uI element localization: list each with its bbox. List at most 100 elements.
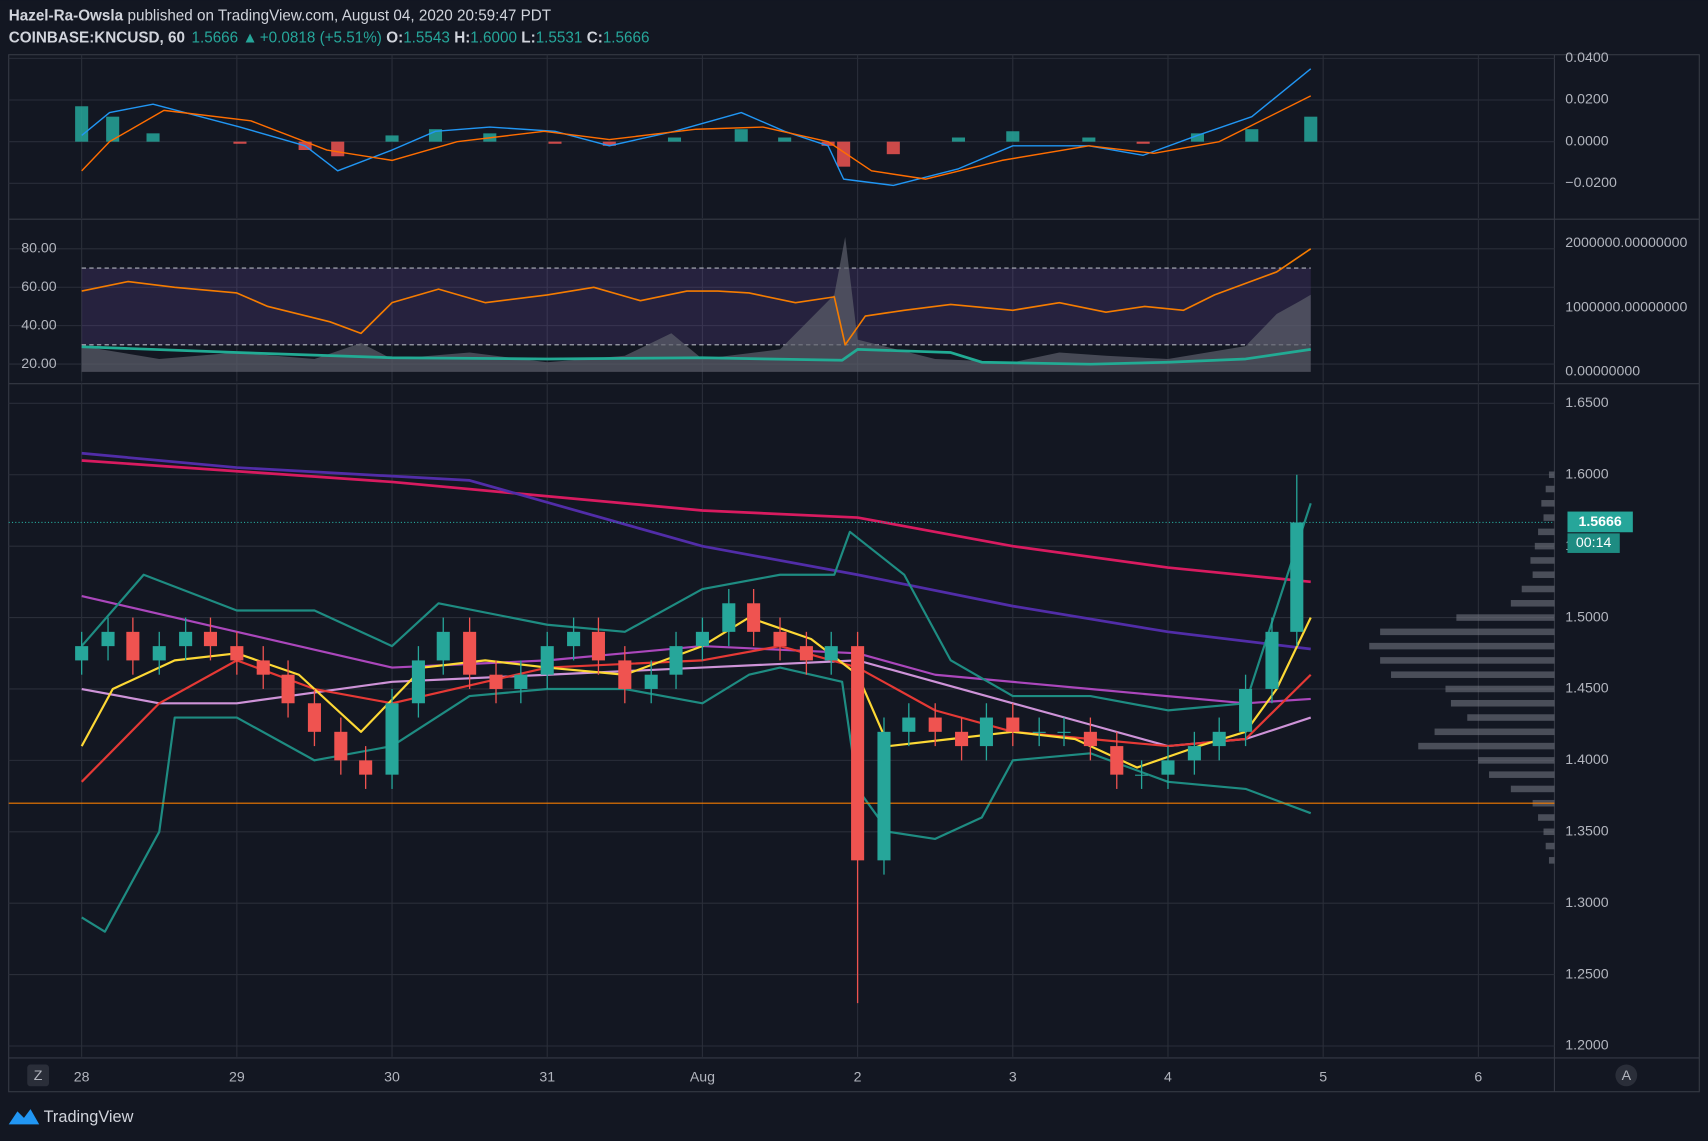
volume-profile-bar [1450,699,1555,707]
volume-profile-bar [1521,585,1555,593]
volume-profile-bar [1510,600,1555,607]
candle-body [824,646,838,661]
volume-profile-bar [1478,757,1555,764]
candle-body [799,646,813,661]
candle-body [385,703,399,775]
volume-profile-bar [1510,785,1555,793]
candle-body [1161,760,1175,775]
macd-line [81,95,1312,180]
volume-profile-bar [1548,471,1555,479]
overlay-line [81,666,1312,933]
h-label: H: [454,29,470,46]
y-tick-label: −0.0200 [1565,175,1617,191]
candle-body [669,646,683,675]
volume-profile-bar [1418,742,1555,750]
candle-body [256,660,270,675]
histogram-bar [1006,131,1020,142]
candle-body [1083,731,1097,747]
candle-body [281,674,295,704]
candle-body [618,660,632,689]
y-tick-label: 1000000.00000000 [1565,299,1687,315]
volume-profile-bar [1545,842,1555,850]
y-tick-label: 40.00 [21,317,57,333]
candle-body [152,646,166,661]
candle-body [722,603,736,632]
volume-profile-bar [1467,714,1555,721]
rsi-band [81,268,1311,345]
x-tick-label: 5 [1319,1069,1327,1085]
candle-body [230,646,244,661]
x-tick-label: 31 [539,1069,555,1085]
candle-body [101,631,115,647]
candle-body [436,631,450,661]
candle-body [747,603,761,632]
candle-body [1212,731,1226,747]
arrow: ▲ [243,29,258,46]
volume-profile-bar [1434,728,1555,736]
x-tick-label: Aug [690,1069,715,1085]
volume-profile-bar [1530,557,1555,564]
volume-profile-bar [1369,642,1555,650]
open: 1.5543 [403,29,450,46]
histogram-bar [951,137,966,142]
y-tick-label: 1.6500 [1565,395,1608,411]
candle-body [514,674,528,689]
candle-body [567,631,581,647]
volume-profile-bar [1543,514,1555,521]
y-tick-label: 1.6000 [1565,466,1608,482]
symbol: COINBASE:KNCUSD, 60 [9,29,185,46]
volume-profile-bar [1456,614,1555,621]
candle-body [179,631,193,647]
histogram-bar [548,141,562,144]
candle-body [540,646,554,675]
candle-body [1290,522,1304,632]
y-tick-label: 1.3500 [1565,824,1608,840]
header-line-2: COINBASE:KNCUSD, 60 1.5666 ▲ +0.0818 (+5.51… [9,29,650,46]
histogram-bar [1082,137,1096,142]
histogram-bar [821,141,835,146]
volume-profile-bar [1532,571,1555,578]
x-tick-label: 4 [1164,1069,1172,1085]
histogram-bar [233,141,247,144]
last: 1.5666 [191,29,238,46]
volume-area [81,236,1311,372]
candle-body [75,646,89,661]
countdown-label: 00:14 [1576,535,1612,551]
x-tick-label: 6 [1474,1069,1482,1085]
change: +0.0818 (+5.51%) [260,29,382,46]
toolbar-button[interactable] [1615,1064,1638,1087]
histogram-bar [837,141,851,167]
candle-body [1057,731,1071,733]
candle-body [334,731,348,761]
high: 1.6000 [470,29,517,46]
histogram-bar [1136,141,1150,144]
o-label: O: [386,29,403,46]
histogram-bar [331,141,345,157]
candle-body [1187,746,1201,761]
volume-profile-bar [1534,542,1555,550]
indicator-line [81,345,1311,366]
overlay-line [80,502,1312,712]
y-tick-label: 1.4000 [1565,752,1608,768]
toolbar-z[interactable]: Z [34,1068,43,1084]
toolbar-a[interactable]: A [1622,1068,1632,1084]
candle-body [1006,717,1020,732]
histogram-bar [75,106,89,142]
candle-body [644,674,658,689]
countdown-tag [1567,533,1620,553]
histogram-bar [385,135,399,142]
volume-profile-bar [1548,857,1555,864]
candle-body [877,731,891,861]
candle-body [902,717,916,732]
histogram-bar [886,141,900,155]
y-tick-label: 1.4500 [1565,681,1608,697]
y-tick-label: 1.5000 [1565,609,1608,625]
histogram-bar [1190,133,1205,142]
candle-body [307,703,321,732]
candle-body [928,717,942,732]
candle-body [126,631,140,661]
toolbar-button[interactable] [27,1064,50,1087]
candle-body [1135,774,1149,776]
candle-body [463,631,477,675]
